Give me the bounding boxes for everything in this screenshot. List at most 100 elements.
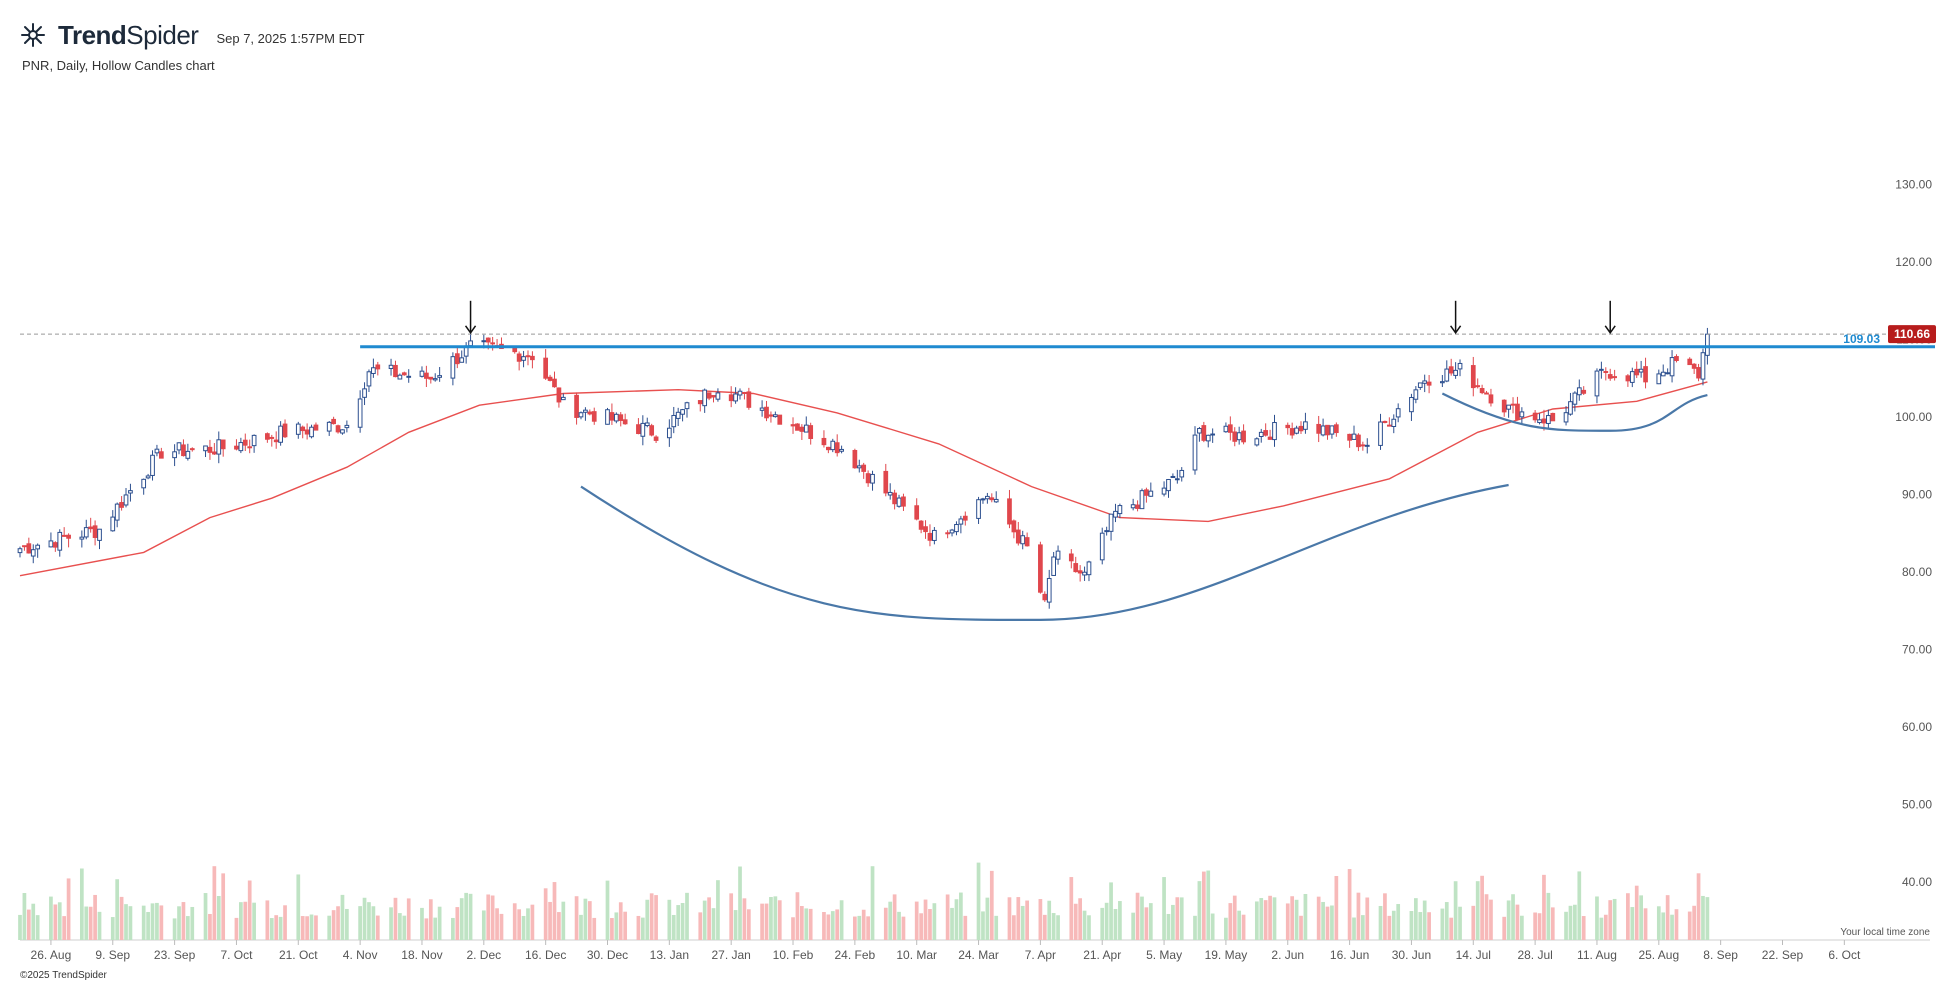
candle-body[interactable] bbox=[1599, 368, 1604, 371]
candle-body[interactable] bbox=[552, 378, 557, 388]
candle-body[interactable] bbox=[207, 446, 213, 453]
candle-body[interactable] bbox=[119, 502, 124, 508]
candle-body[interactable] bbox=[671, 414, 677, 428]
candle-body[interactable] bbox=[52, 542, 58, 548]
candle-body[interactable] bbox=[1656, 373, 1662, 385]
candle-body[interactable] bbox=[613, 413, 619, 422]
candle-body[interactable] bbox=[1537, 419, 1542, 424]
candle-body[interactable] bbox=[454, 353, 460, 365]
candle-body[interactable] bbox=[1506, 404, 1511, 410]
candle-body[interactable] bbox=[362, 388, 367, 398]
candle-body[interactable] bbox=[547, 376, 553, 381]
candle-body[interactable] bbox=[728, 394, 734, 402]
candle-body[interactable] bbox=[795, 423, 800, 431]
candle-body[interactable] bbox=[1099, 532, 1105, 561]
candle-body[interactable] bbox=[158, 451, 164, 459]
candle-body[interactable] bbox=[150, 454, 155, 476]
candle-body[interactable] bbox=[375, 364, 381, 370]
candle-body[interactable] bbox=[331, 418, 336, 425]
candle-body[interactable] bbox=[901, 496, 906, 507]
candle-body[interactable] bbox=[1563, 412, 1569, 423]
candle-body[interactable] bbox=[79, 536, 85, 540]
candle-body[interactable] bbox=[591, 411, 597, 422]
candle-body[interactable] bbox=[1117, 505, 1123, 515]
candle-body[interactable] bbox=[1541, 418, 1547, 424]
candle-body[interactable] bbox=[450, 356, 456, 379]
candle-body[interactable] bbox=[1267, 436, 1273, 440]
candle-body[interactable] bbox=[1700, 352, 1706, 380]
candle-body[interactable] bbox=[1519, 411, 1525, 418]
candle-body[interactable] bbox=[733, 393, 738, 402]
candle-body[interactable] bbox=[92, 525, 98, 538]
candle-body[interactable] bbox=[675, 411, 681, 419]
candle-body[interactable] bbox=[609, 412, 615, 421]
candle-body[interactable] bbox=[1470, 365, 1476, 389]
candle-body[interactable] bbox=[1166, 479, 1171, 492]
candle-body[interactable] bbox=[1629, 371, 1635, 383]
candle-body[interactable] bbox=[428, 376, 434, 380]
candle-body[interactable] bbox=[1603, 371, 1609, 374]
candle-body[interactable] bbox=[574, 394, 579, 418]
candle-body[interactable] bbox=[715, 392, 721, 400]
candle-body[interactable] bbox=[1068, 553, 1074, 562]
candle-body[interactable] bbox=[1108, 513, 1114, 532]
candle-body[interactable] bbox=[742, 392, 747, 395]
candle-body[interactable] bbox=[185, 450, 191, 459]
candle-body[interactable] bbox=[61, 534, 67, 537]
candle-body[interactable] bbox=[702, 389, 708, 407]
candle-body[interactable] bbox=[212, 451, 217, 455]
candle-body[interactable] bbox=[834, 442, 840, 454]
candle-body[interactable] bbox=[1479, 388, 1485, 394]
candle-body[interactable] bbox=[189, 448, 195, 451]
candle-body[interactable] bbox=[1572, 392, 1578, 405]
candle-body[interactable] bbox=[1007, 498, 1012, 525]
candle-body[interactable] bbox=[300, 426, 306, 432]
candle-body[interactable] bbox=[697, 400, 703, 405]
candle-body[interactable] bbox=[543, 357, 549, 379]
candle-body[interactable] bbox=[424, 372, 429, 379]
candle-body[interactable] bbox=[141, 478, 147, 489]
candle-body[interactable] bbox=[883, 470, 889, 494]
candle-body[interactable] bbox=[1329, 425, 1335, 435]
candle-body[interactable] bbox=[1426, 381, 1432, 386]
candle-body[interactable] bbox=[1298, 425, 1304, 432]
candle-body[interactable] bbox=[521, 356, 526, 361]
candle-body[interactable] bbox=[949, 529, 955, 534]
candle-body[interactable] bbox=[66, 534, 71, 539]
candle-body[interactable] bbox=[1113, 510, 1118, 518]
candle-body[interactable] bbox=[176, 442, 182, 451]
candle-body[interactable] bbox=[1448, 366, 1454, 374]
candle-body[interactable] bbox=[401, 372, 407, 376]
candle-body[interactable] bbox=[583, 409, 588, 413]
candle-body[interactable] bbox=[777, 414, 783, 425]
candle-body[interactable] bbox=[1674, 356, 1679, 362]
candle-body[interactable] bbox=[344, 424, 350, 429]
candle-body[interactable] bbox=[1391, 418, 1397, 428]
candle-body[interactable] bbox=[587, 411, 593, 415]
candle-body[interactable] bbox=[887, 491, 893, 496]
candle-body[interactable] bbox=[1457, 362, 1463, 370]
candle-body[interactable] bbox=[1038, 544, 1043, 593]
candle-body[interactable] bbox=[1696, 367, 1701, 379]
candle-body[interactable] bbox=[1532, 412, 1538, 421]
candle-body[interactable] bbox=[432, 378, 438, 381]
candle-body[interactable] bbox=[772, 414, 778, 418]
candle-body[interactable] bbox=[711, 395, 716, 398]
candle-body[interactable] bbox=[622, 419, 628, 425]
candle-body[interactable] bbox=[35, 544, 41, 550]
candle-body[interactable] bbox=[1144, 489, 1149, 496]
candle-body[interactable] bbox=[406, 375, 412, 378]
candle-body[interactable] bbox=[799, 426, 805, 432]
candle-body[interactable] bbox=[397, 374, 403, 380]
candle-body[interactable] bbox=[1051, 556, 1056, 576]
candle-body[interactable] bbox=[83, 527, 89, 538]
candle-body[interactable] bbox=[154, 448, 160, 454]
candle-body[interactable] bbox=[128, 490, 133, 494]
candle-body[interactable] bbox=[1148, 490, 1154, 497]
candle-body[interactable] bbox=[1272, 422, 1277, 441]
candle-body[interactable] bbox=[304, 429, 310, 435]
candle-body[interactable] bbox=[1612, 376, 1617, 379]
candle-body[interactable] bbox=[340, 429, 345, 434]
candle-body[interactable] bbox=[1660, 371, 1666, 377]
candle-body[interactable] bbox=[357, 398, 363, 428]
